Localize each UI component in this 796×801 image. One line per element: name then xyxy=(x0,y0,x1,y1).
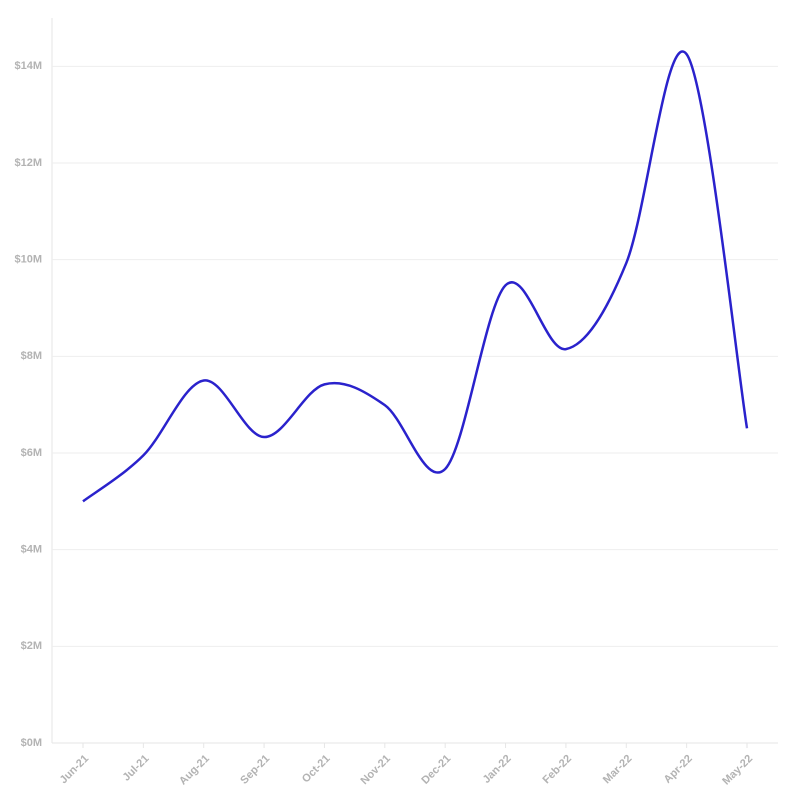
x-tick-label: Jun-21 xyxy=(58,753,92,787)
x-tick-label: Mar-22 xyxy=(601,753,635,787)
y-tick-label: $8M xyxy=(21,350,42,362)
x-tick-label: Oct-21 xyxy=(300,753,333,786)
x-tick-label: Jul-21 xyxy=(121,753,152,784)
y-tick-label: $2M xyxy=(21,640,42,652)
x-tick-label: Nov-21 xyxy=(359,753,393,787)
x-tick-label: Aug-21 xyxy=(177,753,212,788)
data-line xyxy=(82,50,749,503)
x-tick-label: Dec-21 xyxy=(419,753,453,787)
x-tick-label: May-22 xyxy=(720,753,755,788)
y-tick-label: $10M xyxy=(14,254,42,266)
x-tick-label: Sep-21 xyxy=(238,753,272,787)
y-tick-label: $14M xyxy=(14,60,42,72)
y-tick-label: $0M xyxy=(21,737,42,749)
y-tick-label: $12M xyxy=(14,157,42,169)
x-tick-label: Apr-22 xyxy=(662,753,695,786)
y-tick-label: $6M xyxy=(21,447,42,459)
x-tick-label: Feb-22 xyxy=(541,753,575,787)
x-tick-label: Jan-22 xyxy=(481,753,514,786)
y-tick-label: $4M xyxy=(21,544,42,556)
